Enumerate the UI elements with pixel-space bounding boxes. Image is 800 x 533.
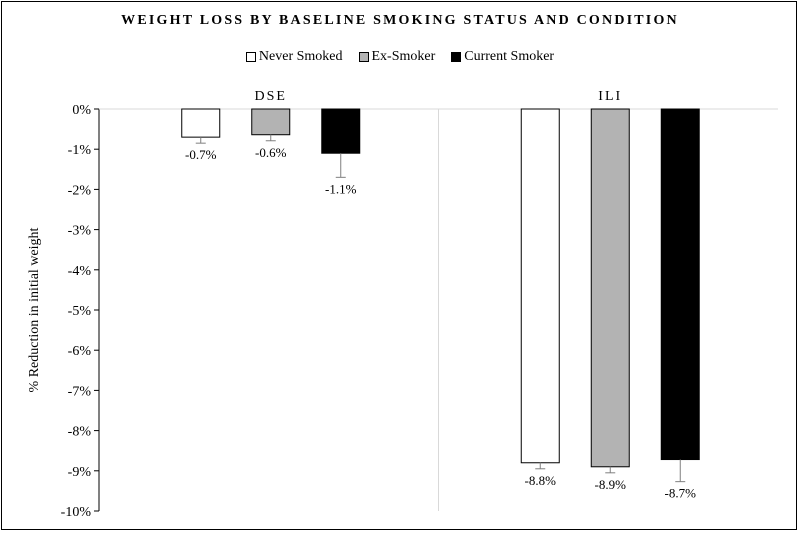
category-label: DSE (255, 89, 287, 104)
y-tick-label: -7% (68, 384, 92, 399)
bar (251, 108, 291, 136)
y-tick-label: -6% (68, 344, 92, 359)
category-label: ILI (598, 89, 622, 104)
data-label: -0.6% (255, 145, 287, 160)
bar (520, 108, 560, 464)
bar (181, 108, 221, 138)
y-tick-label: -1% (68, 143, 92, 158)
data-label: -8.9% (595, 477, 627, 492)
bar (590, 108, 630, 468)
legend-item-never-smoked: Never Smoked (245, 49, 343, 65)
y-tick-label: -4% (68, 264, 92, 279)
legend-swatch-ex-smoker (358, 52, 369, 62)
bar (660, 108, 700, 461)
y-tick-label: -2% (68, 183, 92, 198)
data-label: -1.1% (325, 181, 357, 196)
legend-label-never-smoked: Never Smoked (258, 49, 343, 64)
y-tick-label: -10% (61, 505, 92, 520)
bar (321, 108, 361, 154)
y-axis-label: % Reduction in initial weight (27, 227, 42, 392)
legend-swatch-current-smoker (451, 52, 462, 62)
y-tick-label: -9% (68, 465, 92, 480)
y-tick-label: 0% (72, 103, 91, 118)
chart-title: WEIGHT LOSS BY BASELINE SMOKING STATUS A… (121, 13, 679, 28)
legend-label-ex-smoker: Ex-Smoker (371, 49, 436, 64)
legend-item-ex-smoker: Ex-Smoker (358, 49, 436, 65)
legend-swatch-never-smoked (245, 52, 256, 62)
y-tick-label: -3% (68, 224, 92, 239)
data-label: -0.7% (185, 147, 217, 162)
legend: Never Smoked Ex-Smoker Current Smoker (0, 49, 800, 65)
legend-label-current-smoker: Current Smoker (464, 49, 555, 64)
data-label: -8.7% (665, 486, 697, 501)
legend-item-current-smoker: Current Smoker (451, 49, 554, 65)
data-label: -8.8% (525, 473, 557, 488)
y-tick-label: -5% (68, 304, 92, 319)
y-tick-label: -8% (68, 425, 92, 440)
